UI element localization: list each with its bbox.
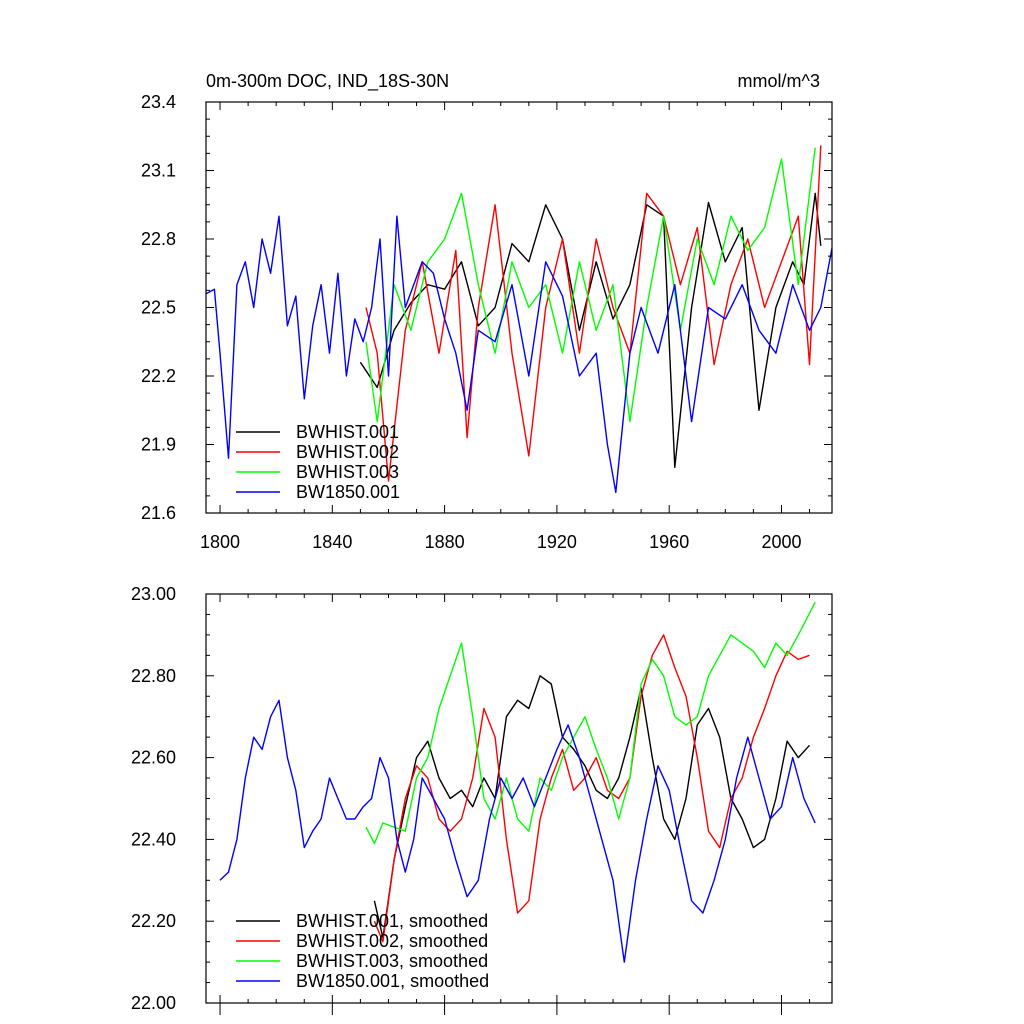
top-legend-label-4: BW1850.001 <box>296 482 400 502</box>
top-series-group <box>206 145 832 494</box>
top-legend-label-3: BWHIST.003 <box>296 462 399 482</box>
top-x-tick-label: 1960 <box>649 532 689 552</box>
bottom-legend-label-2: BWHIST.002, smoothed <box>296 931 488 951</box>
top-y-tick-label: 23.1 <box>141 161 176 181</box>
chart-title: 0m-300m DOC, IND_18S-30N <box>206 71 449 92</box>
top-x-tick-label: 1880 <box>425 532 465 552</box>
top-x-tick-label: 1920 <box>537 532 577 552</box>
bottom-y-tick-label: 22.80 <box>131 666 176 686</box>
bottom-legend-label-1: BWHIST.001, smoothed <box>296 911 488 931</box>
bottom-panel: 22.00 22.20 22.40 22.60 22.80 23.00 BWHIST.00… <box>131 584 833 1015</box>
bottom-legend-label-3: BWHIST.003, smoothed <box>296 951 488 971</box>
bottom-y-tick-label: 22.40 <box>131 829 176 849</box>
bottom-y-tick-label: 23.00 <box>131 584 176 604</box>
units-label: mmol/m^3 <box>738 71 820 91</box>
bottom-y-tick-label: 22.00 <box>131 993 176 1013</box>
top-x-tick-label: 1800 <box>200 532 240 552</box>
top-legend-label-1: BWHIST.001 <box>296 422 399 442</box>
top-series-line-3 <box>365 147 816 423</box>
top-panel: 0m-300m DOC, IND_18S-30N mmol/m^3 1800 18… <box>141 71 833 552</box>
top-y-tick-label: 22.5 <box>141 298 176 318</box>
top-y-tick-label: 22.2 <box>141 366 176 386</box>
top-x-tick-label: 2000 <box>761 532 801 552</box>
bottom-y-tick-label: 22.60 <box>131 748 176 768</box>
top-y-tick-label: 22.8 <box>141 229 176 249</box>
bottom-series-line-2 <box>373 634 810 943</box>
bottom-axes: 22.00 22.20 22.40 22.60 22.80 23.00 <box>131 584 833 1015</box>
bottom-legend-label-4: BW1850.001, smoothed <box>296 971 489 991</box>
top-axes: 1800 1840 1880 1920 1960 2000 21.6 21.9 22.2 22.5… <box>141 92 833 552</box>
top-y-tick-label: 21.9 <box>141 435 176 455</box>
top-y-tick-label: 23.4 <box>141 92 176 112</box>
bottom-y-tick-label: 22.20 <box>131 911 176 931</box>
top-series-line-4 <box>206 215 832 494</box>
bottom-series-line-3 <box>365 601 816 845</box>
bottom-series-group <box>219 601 816 963</box>
top-series-line-1 <box>359 192 822 468</box>
bottom-series-line-4 <box>219 699 816 963</box>
top-y-tick-label: 21.6 <box>141 503 176 523</box>
top-x-tick-label: 1840 <box>312 532 352 552</box>
bottom-series-line-1 <box>373 675 811 939</box>
top-legend-label-2: BWHIST.002 <box>296 442 399 462</box>
